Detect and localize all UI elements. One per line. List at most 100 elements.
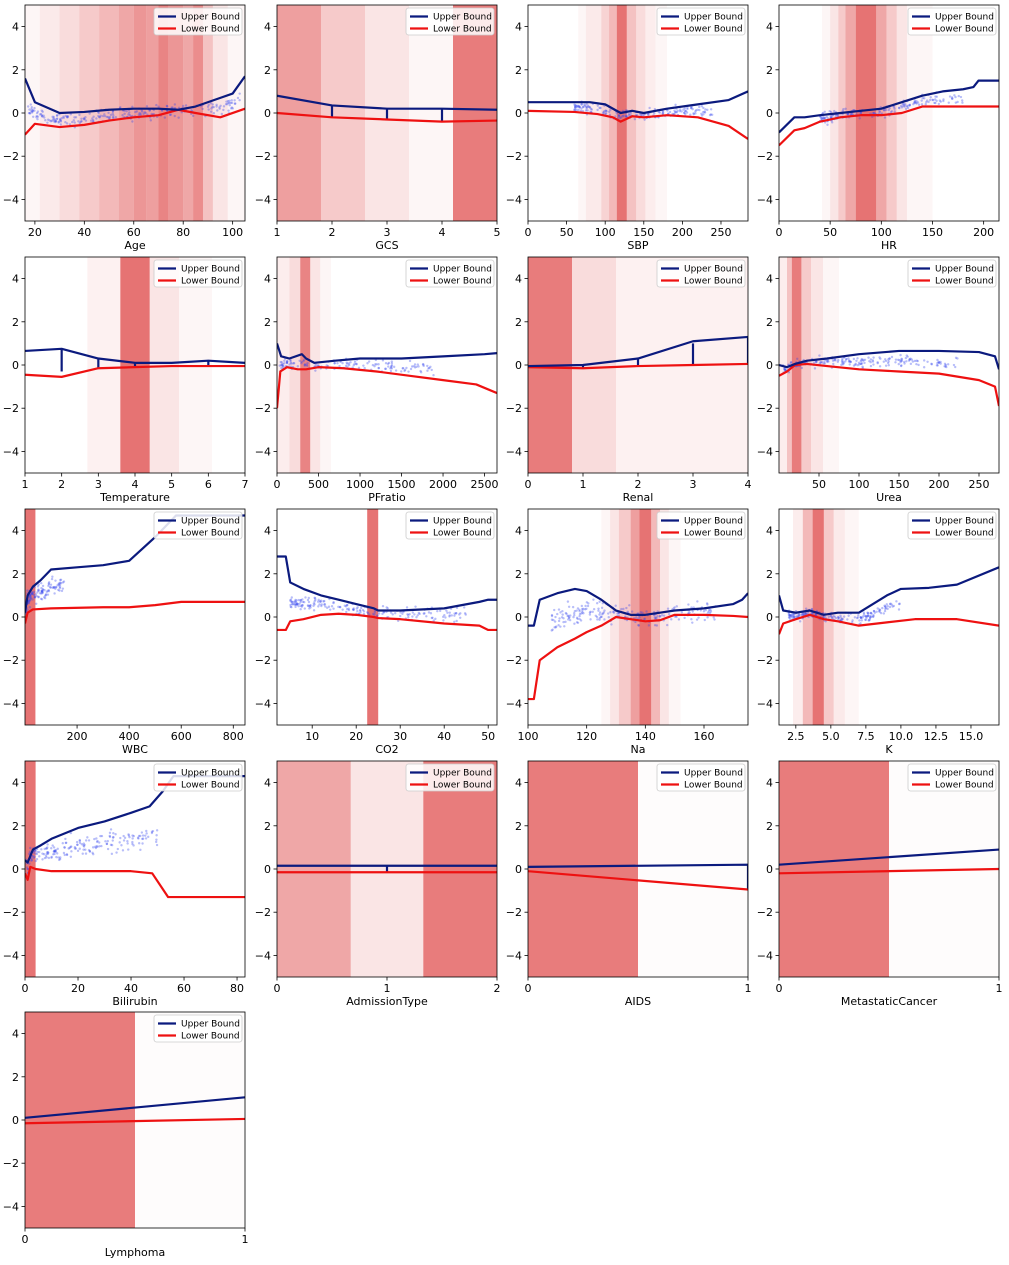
sample-point [813,367,817,370]
sample-point [852,357,856,361]
sample-point [633,117,637,121]
sample-point [788,614,792,617]
sample-point [448,611,451,614]
sample-point [898,602,901,605]
sample-point [673,606,676,609]
sample-point [101,114,105,118]
sample-point [228,104,231,107]
y-tick-label: 4 [766,273,773,286]
x-tick-label: 0 [274,478,281,491]
sample-point [564,620,567,624]
sample-point [419,371,423,374]
lower-bound-line [528,870,748,891]
sample-point [58,585,62,589]
sample-point [312,609,316,612]
sample-point [29,596,32,599]
sample-point [848,363,851,366]
sample-point [578,608,581,611]
x-tick-label: 160 [694,730,715,743]
sample-point [78,839,82,843]
sample-point [32,593,36,597]
sample-point [82,845,86,848]
sample-point [410,365,414,368]
sample-point [797,614,800,618]
sample-point [865,615,868,618]
sample-point [648,106,651,110]
sample-point [347,362,351,365]
sample-point [601,612,605,615]
sample-point [66,115,69,118]
sample-point [141,842,144,845]
importance-band [212,5,228,221]
sample-point [580,604,584,608]
sample-point [645,610,648,613]
x-tick-label: 0 [22,982,29,995]
sample-point [36,110,40,113]
sample-point [137,837,140,840]
sample-point [33,596,37,599]
y-tick-label: −2 [3,1157,19,1170]
sample-point [859,360,863,363]
sample-point [381,612,384,616]
sample-point [841,362,844,365]
x-axis-label: Bilirubin [112,995,157,1008]
sample-point [122,834,125,838]
y-tick-label: −4 [757,697,773,710]
importance-band [87,257,121,473]
sample-point [92,120,95,123]
sample-point [317,605,320,608]
x-tick-label: 20 [28,226,42,239]
sample-point [29,596,33,600]
sample-point [295,602,299,605]
sample-point [459,616,462,619]
y-tick-label: 4 [264,21,271,34]
sample-point [55,117,59,121]
sample-point [832,362,835,366]
x-tick-label: 6 [205,478,212,491]
sample-point [888,357,891,360]
sample-point [181,104,185,108]
sample-point [63,846,66,849]
sample-point [345,361,348,364]
sample-point [682,108,685,111]
sample-point [902,104,905,108]
sample-point [638,616,641,619]
sample-point [40,589,43,593]
sample-point [108,835,112,839]
x-tick-label: 50 [560,226,574,239]
sample-point [910,358,914,361]
sample-point [327,605,331,608]
sample-point [82,848,85,851]
y-tick-label: −2 [255,906,271,919]
sample-point [951,97,954,100]
sample-point [211,103,214,106]
sample-point [586,104,590,107]
importance-band [202,5,213,221]
sample-point [27,601,31,604]
sample-point [59,578,62,582]
sample-point [626,610,629,613]
sample-point [811,612,814,616]
sample-point [829,614,832,617]
sample-point [908,103,911,107]
sample-point [295,603,298,606]
sample-point [63,853,66,857]
sample-point [959,95,963,99]
sample-point [53,120,57,124]
sample-point [312,604,315,608]
sample-point [97,115,101,119]
sample-point [356,606,359,609]
sample-point [44,854,48,858]
sample-point [889,602,892,605]
sample-point [408,359,412,363]
x-tick-label: 50 [481,730,495,743]
sample-point [349,361,352,364]
sample-point [851,619,854,622]
sample-point [602,111,605,114]
sample-point [39,597,43,601]
